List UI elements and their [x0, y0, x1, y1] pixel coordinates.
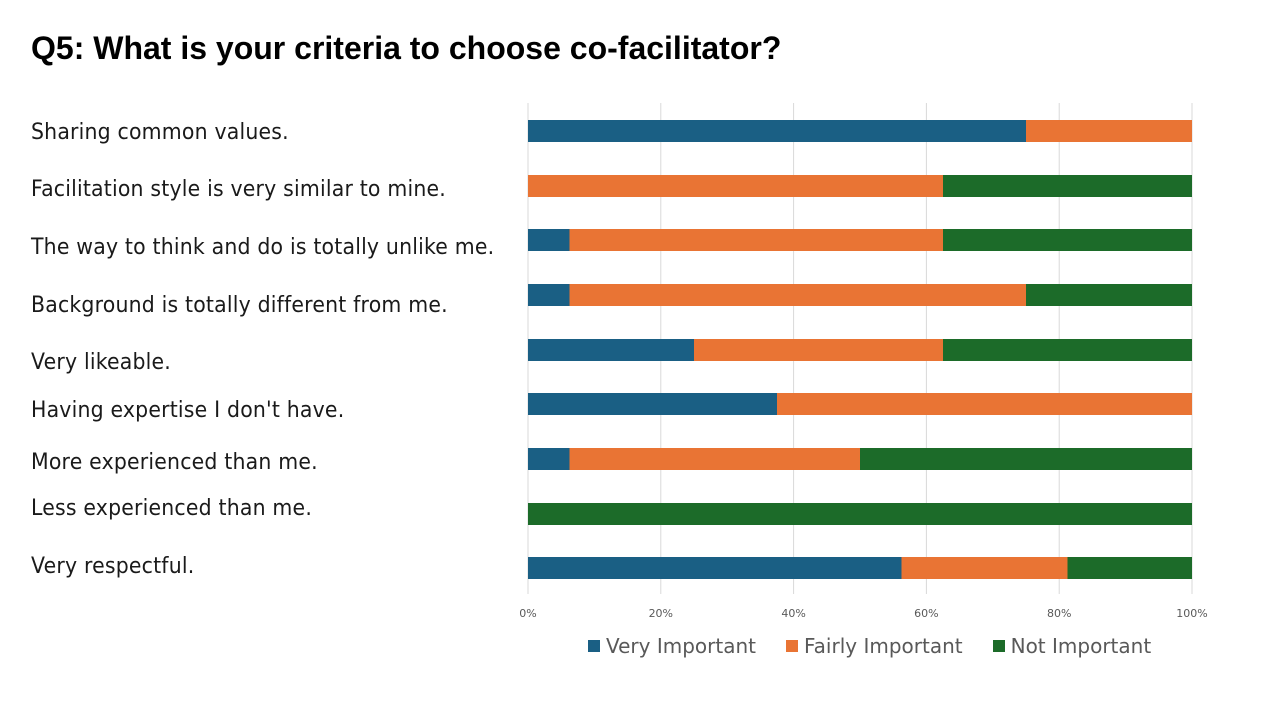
x-tick-label: 60%: [914, 607, 938, 620]
category-label: Facilitation style is very similar to mi…: [31, 177, 446, 202]
bar-segment-not-important: [943, 229, 1192, 251]
bar-segment-fairly-important: [569, 448, 860, 470]
bar-segment-fairly-important: [569, 229, 943, 251]
bar-segment-very-important: [528, 393, 777, 415]
bar-segment-fairly-important: [777, 393, 1192, 415]
x-tick-label: 80%: [1047, 607, 1071, 620]
bar-segment-very-important: [528, 229, 570, 251]
x-tick-label: 100%: [1176, 607, 1207, 620]
legend-swatch: [992, 640, 1005, 652]
category-label: Very respectful.: [31, 554, 195, 579]
bar-segment-very-important: [528, 557, 902, 579]
x-tick-label: 20%: [649, 607, 673, 620]
category-label: Background is totally different from me.: [31, 293, 448, 318]
legend-swatch: [588, 640, 600, 652]
legend-label: Fairly Important: [804, 634, 963, 658]
legend-item-not-important: Not Important: [992, 634, 1152, 658]
legend-swatch: [786, 640, 798, 652]
x-tick-label: 0%: [519, 607, 536, 620]
bar-segment-fairly-important: [569, 284, 1026, 306]
category-label: Very likeable.: [31, 350, 172, 375]
bar-segment-very-important: [528, 339, 694, 361]
legend-item-fairly-important: Fairly Important: [786, 634, 963, 658]
bar-segment-not-important: [1026, 284, 1192, 306]
legend-item-very-important: Very Important: [588, 634, 756, 658]
x-tick-label: 40%: [781, 607, 805, 620]
bar-segment-fairly-important: [901, 557, 1068, 579]
legend-label: Not Important: [1010, 634, 1152, 658]
bar-segment-fairly-important: [1026, 120, 1192, 142]
bar-segment-very-important: [528, 120, 1026, 142]
bar-segment-very-important: [528, 448, 570, 470]
bar-segment-fairly-important: [528, 175, 943, 197]
category-label: Less experienced than me.: [31, 496, 313, 521]
bar-segment-not-important: [943, 175, 1192, 197]
category-label: More experienced than me.: [31, 450, 318, 475]
bar-segment-not-important: [1067, 557, 1192, 579]
bar-segment-not-important: [943, 339, 1192, 361]
chart-title: Q5: What is your criteria to choose co-f…: [31, 30, 782, 66]
bar-segment-not-important: [528, 503, 1192, 525]
bar-segment-not-important: [860, 448, 1192, 470]
category-label: Having expertise I don't have.: [31, 398, 345, 423]
legend-label: Very Important: [606, 634, 756, 658]
category-label: Sharing common values.: [31, 120, 289, 145]
category-label: The way to think and do is totally unlik…: [31, 235, 495, 260]
bar-segment-very-important: [528, 284, 570, 306]
bar-segment-fairly-important: [694, 339, 943, 361]
chart-legend: Very Important Fairly Important Not Impo…: [588, 634, 1181, 658]
